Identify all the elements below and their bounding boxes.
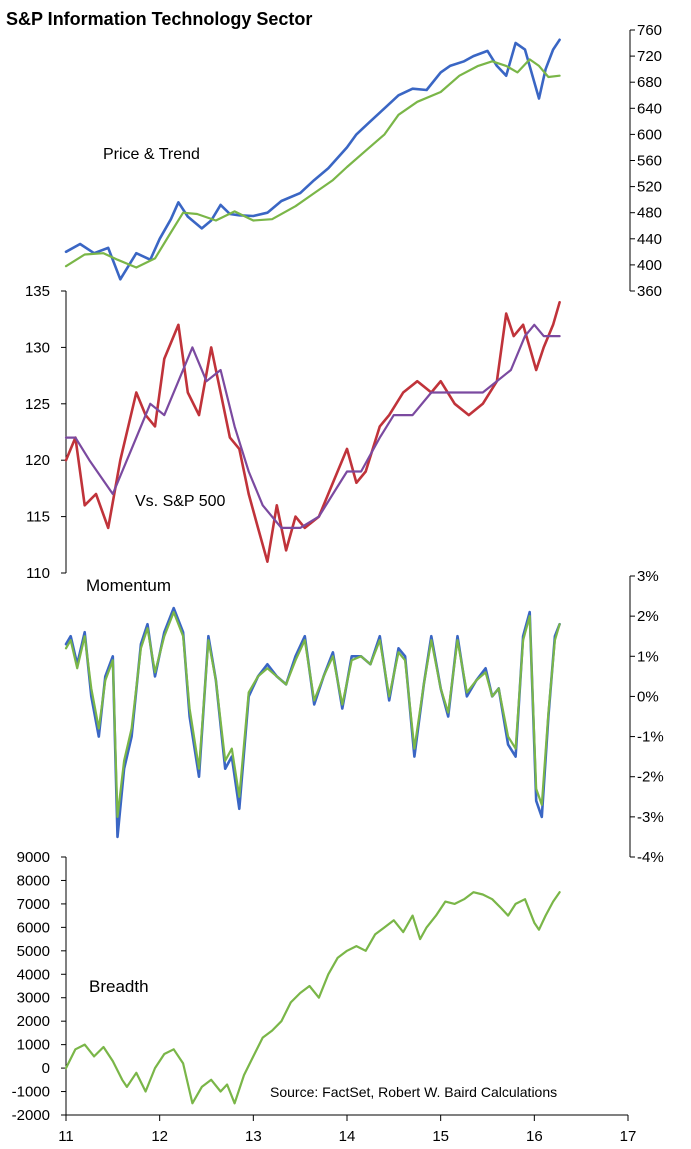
x-tick-label: 17 <box>620 1128 637 1145</box>
price-tick-label: 720 <box>637 48 662 65</box>
price-panel: 760 720 680 640 600 560 520 480 440 400 360 Price &… <box>64 22 662 300</box>
source-note: Source: FactSet, Robert W. Baird Calcula… <box>270 1084 557 1100</box>
momentum-tick-label: -2% <box>637 769 664 786</box>
momentum-series-2-line <box>64 610 561 819</box>
breadth-tick-label: 7000 <box>17 896 50 913</box>
relative-tick-label: 130 <box>25 339 50 356</box>
x-tick-label: 11 <box>58 1128 74 1145</box>
price-tick-label: 440 <box>637 231 662 248</box>
momentum-tick-label: 2% <box>637 608 659 625</box>
x-tick-label: 14 <box>339 1128 356 1145</box>
price-tick-label: 640 <box>637 100 662 117</box>
breadth-series-1-line <box>64 891 561 1105</box>
x-tick-label: 13 <box>245 1128 262 1145</box>
x-axis: 11 12 13 14 15 16 17 <box>58 1114 637 1145</box>
relative-tick-label: 110 <box>26 565 50 582</box>
relative-series-2-line <box>64 323 561 530</box>
price-series-1-line <box>64 38 561 281</box>
momentum-tick-label: -3% <box>637 809 664 826</box>
breadth-tick-label: 8000 <box>17 872 50 889</box>
breadth-tick-label: 3000 <box>17 990 50 1007</box>
breadth-tick-label: 4000 <box>17 966 50 983</box>
price-tick-label: 560 <box>637 153 662 170</box>
price-tick-label: 480 <box>637 205 662 222</box>
breadth-tick-label: 0 <box>42 1060 50 1077</box>
relative-tick-label: 125 <box>25 396 50 413</box>
relative-tick-label: 115 <box>26 509 50 526</box>
x-tick-label: 16 <box>526 1128 543 1145</box>
relative-panel-label: Vs. S&P 500 <box>135 493 226 510</box>
momentum-series-1-line <box>64 606 561 839</box>
relative-series-1-line <box>64 300 561 564</box>
relative-panel: 135 130 125 120 115 110 Vs. S&P 500 <box>25 283 561 582</box>
breadth-panel: 9000 8000 7000 6000 5000 4000 3000 2000 1000 0 -10… <box>12 849 561 1124</box>
price-tick-label: 680 <box>637 74 662 91</box>
breadth-tick-label: -2000 <box>12 1107 50 1124</box>
price-tick-label: 360 <box>637 283 662 300</box>
momentum-tick-label: 1% <box>637 648 659 665</box>
breadth-tick-label: 9000 <box>17 849 50 866</box>
chart-title: S&P Information Technology Sector <box>6 9 312 29</box>
breadth-panel-label: Breadth <box>89 977 149 996</box>
breadth-tick-label: -1000 <box>12 1084 50 1101</box>
price-panel-label: Price & Trend <box>103 146 200 163</box>
momentum-tick-label: -1% <box>637 729 664 746</box>
x-tick-label: 15 <box>432 1128 449 1145</box>
price-tick-label: 400 <box>637 257 662 274</box>
breadth-tick-label: 6000 <box>17 919 50 936</box>
breadth-tick-label: 1000 <box>17 1037 50 1054</box>
relative-tick-label: 120 <box>25 452 50 469</box>
breadth-tick-label: 5000 <box>17 943 50 960</box>
momentum-panel-label: Momentum <box>86 576 171 595</box>
momentum-tick-label: 0% <box>637 688 659 705</box>
price-tick-label: 760 <box>637 22 662 39</box>
breadth-tick-label: 2000 <box>17 1013 50 1030</box>
x-tick-label: 12 <box>151 1128 168 1145</box>
momentum-tick-label: 3% <box>637 568 659 585</box>
price-tick-label: 520 <box>637 179 662 196</box>
momentum-panel: 3% 2% 1% 0% -1% -2% -3% -4% Momentum <box>64 568 664 866</box>
price-tick-label: 600 <box>637 126 662 143</box>
price-series-2-line <box>64 58 561 269</box>
chart-panels: 760 720 680 640 600 560 520 480 440 400 360 Price &… <box>12 22 664 1124</box>
momentum-tick-label: -4% <box>637 849 664 866</box>
relative-tick-label: 135 <box>25 283 50 300</box>
